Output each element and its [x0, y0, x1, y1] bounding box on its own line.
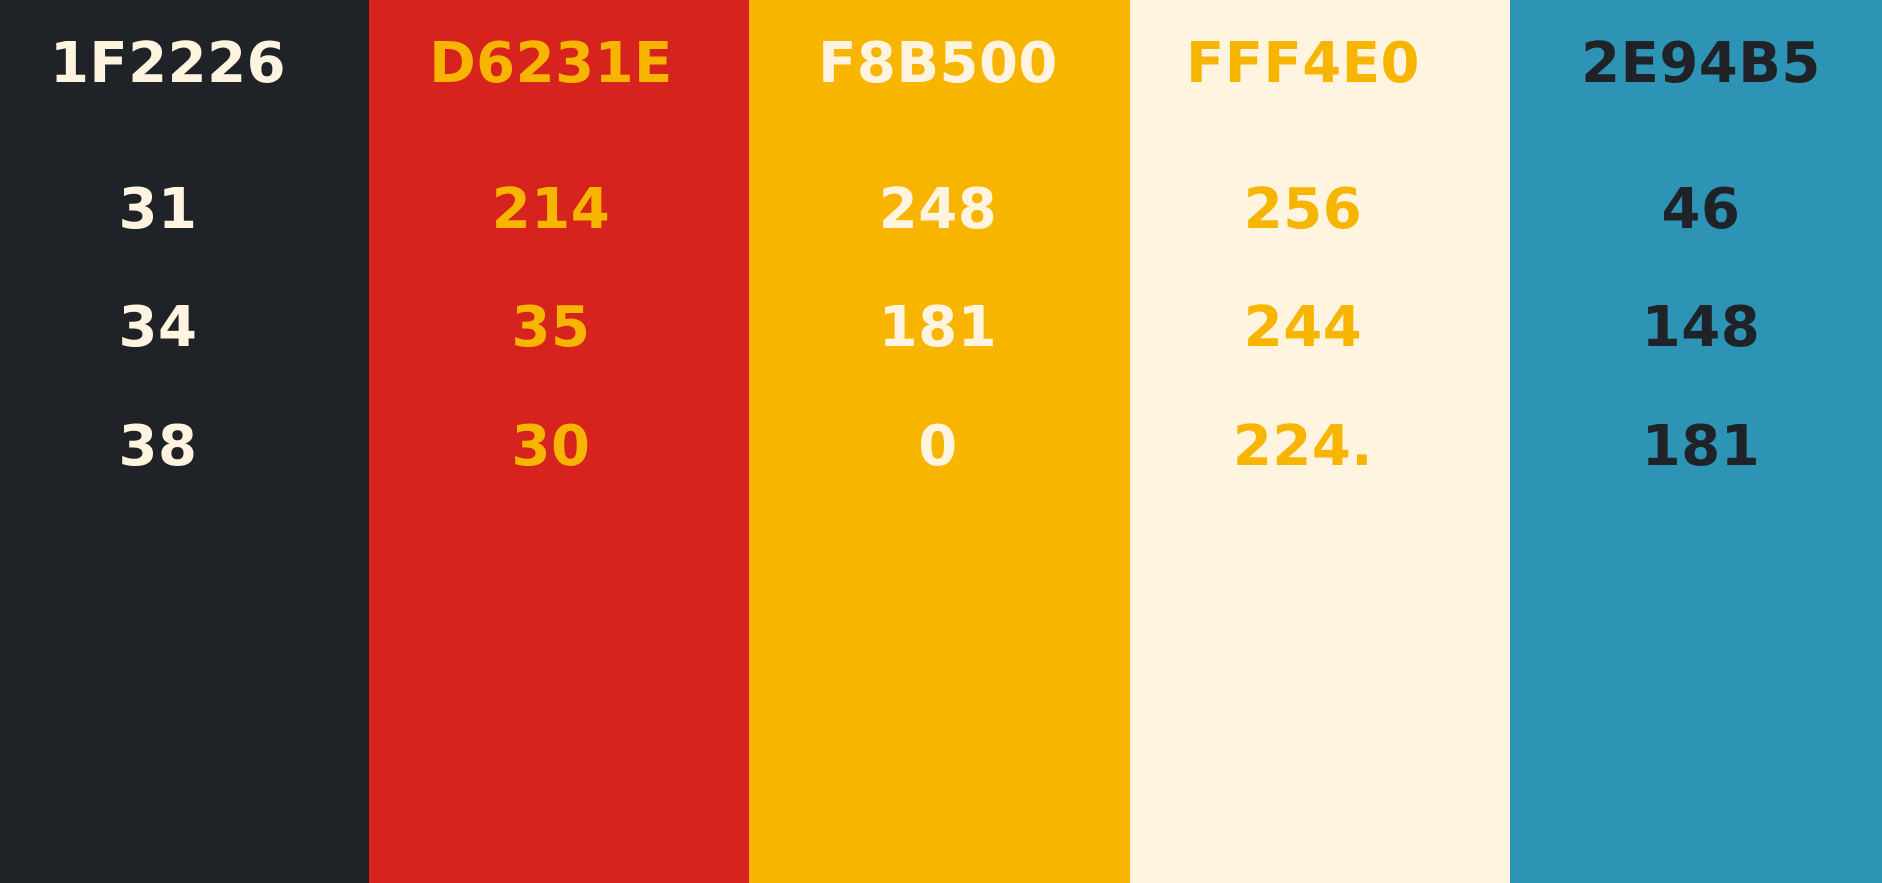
color-swatch: F8B500 248 181 0	[749, 0, 1130, 883]
hex-code: F8B500	[818, 31, 1058, 96]
blue-value: 30	[511, 414, 591, 479]
hex-code: 2E94B5	[1581, 31, 1821, 96]
hex-code: 1F2226	[49, 31, 287, 96]
green-value: 148	[1641, 295, 1761, 360]
blue-value: 0	[918, 414, 958, 479]
blue-value: 181	[1641, 414, 1761, 479]
green-value: 244	[1243, 295, 1363, 360]
red-value: 46	[1661, 177, 1741, 242]
green-value: 35	[511, 295, 591, 360]
red-value: 214	[491, 177, 611, 242]
blue-value: 224.	[1232, 414, 1374, 479]
color-swatch: 1F2226 31 34 38	[0, 0, 369, 883]
color-swatch: 2E94B5 46 148 181	[1510, 0, 1882, 883]
red-value: 256	[1243, 177, 1363, 242]
hex-code: FFF4E0	[1186, 31, 1420, 96]
color-swatch: D6231E 214 35 30	[369, 0, 749, 883]
red-value: 248	[878, 177, 998, 242]
color-swatch: FFF4E0 256 244 224.	[1130, 0, 1510, 883]
green-value: 34	[118, 295, 198, 360]
hex-code: D6231E	[429, 31, 673, 96]
green-value: 181	[878, 295, 998, 360]
blue-value: 38	[118, 414, 198, 479]
red-value: 31	[118, 177, 198, 242]
